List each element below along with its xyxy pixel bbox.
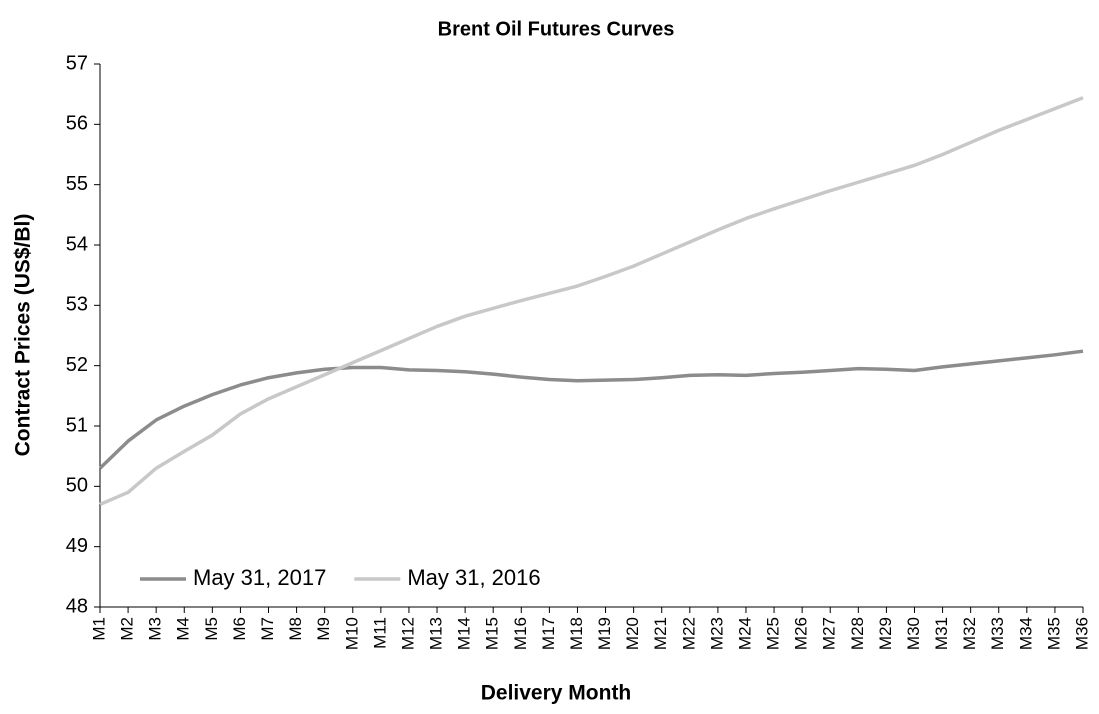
x-axis-label: Delivery Month bbox=[481, 682, 632, 705]
x-tick-label: M21 bbox=[651, 617, 670, 650]
x-tick-label: M35 bbox=[1044, 617, 1063, 650]
x-tick-label: M32 bbox=[960, 617, 979, 650]
x-tick-label: M23 bbox=[707, 617, 726, 650]
x-tick-label: M18 bbox=[567, 617, 586, 650]
x-tick-label: M24 bbox=[735, 617, 754, 650]
x-tick-label: M31 bbox=[932, 617, 951, 650]
y-tick-label: 49 bbox=[66, 535, 88, 557]
x-tick-label: M4 bbox=[174, 617, 193, 641]
x-tick-label: M29 bbox=[876, 617, 895, 650]
x-tick-label: M25 bbox=[764, 617, 783, 650]
legend-label: May 31, 2017 bbox=[193, 565, 326, 590]
x-tick-label: M13 bbox=[427, 617, 446, 650]
y-tick-label: 55 bbox=[66, 173, 88, 195]
x-tick-label: M15 bbox=[483, 617, 502, 650]
y-axis-label: Contract Prices (US$/Bl) bbox=[12, 214, 35, 457]
x-tick-label: M12 bbox=[398, 617, 417, 650]
y-tick-label: 56 bbox=[66, 113, 88, 135]
x-tick-label: M17 bbox=[539, 617, 558, 650]
x-tick-label: M30 bbox=[904, 617, 923, 650]
x-tick-label: M19 bbox=[595, 617, 614, 650]
series-line bbox=[99, 96, 1084, 507]
x-tick-label: M26 bbox=[792, 617, 811, 650]
x-tick-label: M11 bbox=[370, 617, 389, 649]
x-tick-label: M36 bbox=[1072, 617, 1091, 650]
x-tick-label: M2 bbox=[118, 617, 137, 641]
y-tick-label: 53 bbox=[66, 294, 88, 316]
x-tick-label: M8 bbox=[286, 617, 305, 641]
y-tick-label: 54 bbox=[66, 233, 88, 255]
series-line bbox=[98, 349, 1084, 470]
x-tick-label: M28 bbox=[848, 617, 867, 650]
x-tick-label: M3 bbox=[146, 617, 165, 641]
x-tick-label: M6 bbox=[230, 617, 249, 641]
x-tick-label: M27 bbox=[820, 617, 839, 650]
x-tick-label: M34 bbox=[1016, 617, 1035, 650]
y-tick-label: 48 bbox=[66, 595, 88, 617]
x-tick-label: M22 bbox=[679, 617, 698, 650]
x-tick-label: M9 bbox=[314, 617, 333, 641]
legend-label: May 31, 2016 bbox=[407, 565, 540, 590]
y-tick-label: 52 bbox=[66, 354, 88, 376]
x-tick-label: M16 bbox=[511, 617, 530, 650]
x-tick-label: M33 bbox=[988, 617, 1007, 650]
x-tick-label: M10 bbox=[342, 617, 361, 650]
x-tick-label: M7 bbox=[258, 617, 277, 641]
x-tick-label: M14 bbox=[455, 617, 474, 650]
x-tick-label: M20 bbox=[623, 617, 642, 650]
y-tick-label: 57 bbox=[66, 52, 88, 74]
x-tick-label: M5 bbox=[202, 617, 221, 641]
y-tick-label: 51 bbox=[66, 414, 88, 436]
y-tick-label: 50 bbox=[66, 475, 88, 497]
x-tick-label: M1 bbox=[89, 617, 108, 641]
chart-title: Brent Oil Futures Curves bbox=[438, 18, 675, 40]
